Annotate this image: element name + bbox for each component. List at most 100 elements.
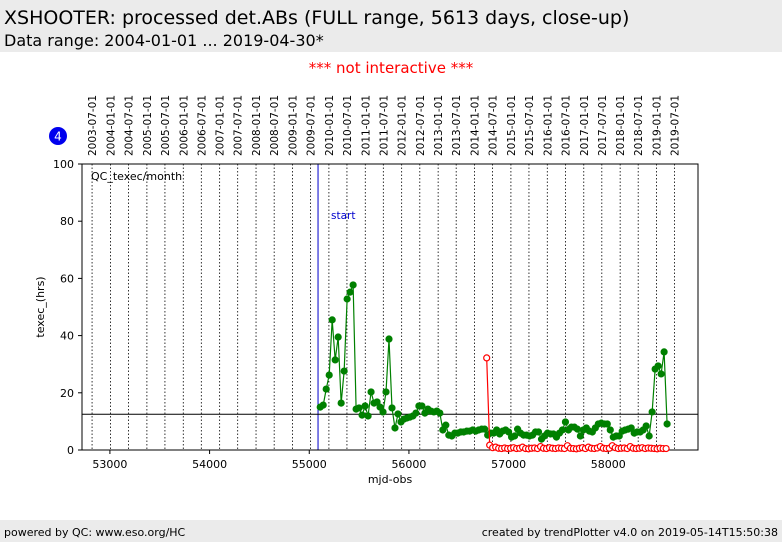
date-tick-label: 2014-07-01 [488, 95, 500, 156]
data-point [373, 398, 381, 406]
date-tick-label: 2018-07-01 [633, 95, 645, 156]
data-point [606, 426, 614, 434]
data-point [436, 409, 444, 417]
date-tick-label: 2010-01-01 [324, 95, 336, 156]
footer-band [0, 520, 782, 542]
date-tick-label: 2017-07-01 [597, 95, 609, 156]
data-point [418, 402, 426, 410]
data-point [346, 288, 354, 296]
data-point [645, 432, 653, 440]
series-line [319, 284, 668, 441]
plot-frame [81, 163, 699, 451]
date-tick-label: 2016-07-01 [560, 95, 572, 156]
date-tick-label: 2003-07-01 [87, 95, 99, 156]
y-tick-label: 100 [53, 158, 74, 171]
x-tick-label: 53000 [92, 458, 127, 471]
y-tick-label: 0 [67, 444, 74, 457]
data-point [349, 281, 357, 289]
data-point [379, 408, 387, 416]
data-point [654, 362, 662, 370]
data-point [412, 409, 420, 417]
date-tick-label: 2015-01-01 [506, 95, 518, 156]
data-point [319, 401, 327, 409]
data-point [573, 425, 581, 433]
y-tick-label: 20 [60, 387, 74, 400]
date-tick-label: 2006-07-01 [196, 95, 208, 156]
date-tick-label: 2018-01-01 [615, 95, 627, 156]
data-point [576, 432, 584, 440]
annotation: QC_texec/month [91, 170, 182, 183]
date-tick-label: 2009-07-01 [306, 95, 318, 156]
header-band [0, 0, 782, 52]
data-point [391, 424, 399, 432]
data-point [510, 432, 519, 440]
date-tick-label: 2015-07-01 [524, 95, 536, 156]
data-point [648, 408, 656, 416]
x-tick-label: 57000 [491, 458, 526, 471]
data-point [561, 418, 570, 426]
data-point [325, 371, 333, 379]
data-point [534, 428, 543, 436]
data-point [364, 412, 372, 420]
date-tick-label: 2006-01-01 [178, 95, 190, 156]
date-tick-label: 2007-01-01 [215, 95, 227, 156]
date-tick-label: 2013-01-01 [433, 95, 445, 156]
y-axis-label: texec_(hrs) [34, 276, 47, 337]
date-tick-label: 2019-07-01 [670, 95, 682, 156]
date-tick-label: 2012-01-01 [397, 95, 409, 156]
date-tick-label: 2004-07-01 [124, 95, 136, 156]
data-point [663, 420, 671, 428]
date-tick-label: 2004-01-01 [105, 95, 117, 156]
data-point [334, 333, 342, 341]
x-tick-label: 58000 [591, 458, 626, 471]
footer-left: powered by QC: www.eso.org/HC [4, 526, 186, 539]
data-point [657, 370, 665, 378]
start-label: start [331, 210, 355, 222]
data-point [627, 424, 635, 432]
y-tick-label: 40 [60, 330, 74, 343]
x-tick-label: 56000 [391, 458, 426, 471]
title: XSHOOTER: processed det.ABs (FULL range,… [4, 7, 629, 29]
data-point [367, 388, 375, 396]
data-point [322, 385, 330, 393]
date-tick-label: 2009-01-01 [288, 95, 300, 156]
date-tick-label: 2011-07-01 [378, 95, 390, 156]
notice: *** not interactive *** [309, 59, 474, 77]
x-axis-label: mjd-obs [368, 473, 413, 486]
data-point [355, 404, 363, 412]
date-tick-label: 2010-07-01 [342, 95, 354, 156]
y-tick-label: 80 [60, 215, 74, 228]
data-point [442, 421, 450, 429]
data-point [385, 335, 393, 343]
date-tick-label: 2011-01-01 [360, 95, 372, 156]
data-point [361, 402, 369, 410]
date-tick-label: 2016-01-01 [542, 95, 554, 156]
data-point [558, 426, 567, 434]
date-tick-label: 2008-01-01 [251, 95, 263, 156]
data-point [337, 399, 345, 407]
x-tick-label: 54000 [192, 458, 227, 471]
date-tick-label: 2012-07-01 [415, 95, 427, 156]
data-point [483, 354, 491, 362]
data-point [388, 404, 396, 412]
data-point [394, 410, 402, 418]
date-tick-label: 2008-07-01 [269, 95, 281, 156]
x-tick-label: 55000 [292, 458, 327, 471]
data-point [660, 348, 668, 356]
badge: 4 [54, 130, 62, 144]
date-tick-label: 2017-01-01 [579, 95, 591, 156]
data-point [481, 425, 489, 433]
subtitle: Data range: 2004-01-01 ... 2019-04-30* [4, 31, 324, 50]
date-tick-label: 2005-07-01 [160, 95, 172, 156]
date-tick-label: 2019-01-01 [652, 95, 664, 156]
y-tick-label: 60 [60, 272, 74, 285]
data-point [331, 356, 339, 364]
footer-right: created by trendPlotter v4.0 on 2019-05-… [482, 526, 778, 539]
data-point [343, 295, 351, 303]
date-tick-label: 2013-07-01 [451, 95, 463, 156]
data-point [662, 444, 670, 453]
data-point [382, 388, 390, 396]
data-point [328, 316, 336, 324]
data-point [603, 420, 611, 428]
data-point [642, 422, 650, 430]
